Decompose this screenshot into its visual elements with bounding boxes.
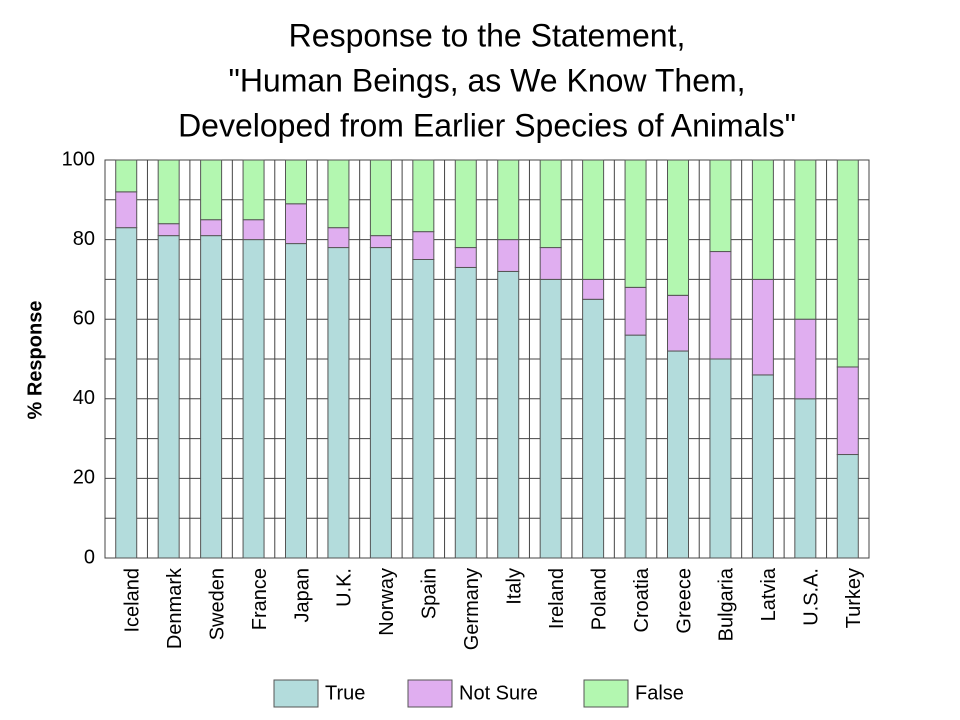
bar-segment (497, 239, 520, 272)
bar-segment (667, 159, 689, 296)
bar-segment (582, 298, 605, 559)
bar-segment (751, 278, 774, 376)
bar-segment (454, 266, 477, 559)
y-tick-label: 80 (73, 228, 95, 250)
bar-segment (624, 334, 647, 559)
bar-segment (794, 159, 817, 320)
x-tick-label: France (249, 568, 271, 630)
bar-segment (157, 235, 180, 559)
bar-segment (200, 159, 223, 221)
x-tick-label: Latvia (758, 567, 780, 621)
x-tick-label: Germany (461, 568, 483, 650)
chart-title: Developed from Earlier Species of Animal… (178, 107, 796, 143)
x-tick-label: Norway (376, 568, 398, 636)
x-tick-label: Iceland (122, 568, 144, 633)
bar-segment (115, 159, 138, 193)
x-tick-label: Sweden (206, 568, 228, 640)
bar-segment (454, 247, 477, 268)
legend-label: False (635, 682, 684, 704)
bar-segment (369, 247, 392, 559)
x-tick-label: Bulgaria (716, 567, 738, 641)
legend-swatch (273, 679, 319, 708)
bar-segment (709, 251, 732, 360)
bar-segment (412, 259, 435, 559)
bar-segment (667, 294, 689, 352)
bar-segment (327, 159, 350, 229)
bar-segment (539, 247, 562, 280)
x-tick-label: Spain (419, 568, 441, 619)
bar-segment (539, 278, 562, 559)
bar-segment (157, 223, 180, 237)
y-tick-label: 100 (62, 148, 95, 170)
x-tick-label: Italy (504, 568, 526, 605)
bar-segment (200, 235, 223, 559)
chart-title: Response to the Statement, (289, 17, 686, 53)
y-tick-label: 40 (73, 387, 95, 409)
bar-segment (751, 159, 774, 280)
bar-segment (497, 159, 520, 241)
legend-label: True (325, 682, 365, 704)
bar-segment (327, 227, 350, 249)
x-tick-label: Poland (588, 568, 610, 630)
x-tick-label: Japan (291, 568, 313, 623)
x-tick-label: Turkey (843, 568, 865, 628)
bar-segment (794, 398, 817, 559)
x-tick-label: U.K. (334, 568, 356, 607)
bar-segment (836, 454, 859, 559)
bar-segment (624, 159, 647, 288)
bar-segment (667, 350, 689, 559)
bar-segment (539, 159, 562, 249)
x-tick-label: U.S.A. (801, 568, 823, 626)
bar-segment (200, 219, 223, 237)
legend-swatch (407, 679, 453, 708)
bar-segment (157, 159, 180, 225)
bar-segment (412, 231, 435, 260)
bar-segment (751, 374, 774, 559)
bar-segment (412, 159, 435, 233)
y-tick-label: 60 (73, 307, 95, 329)
bar-segment (285, 243, 307, 559)
bar-segment (582, 159, 605, 280)
chart-title: "Human Beings, as We Know Them, (228, 62, 745, 98)
y-tick-label: 0 (84, 546, 95, 568)
bar-segment (327, 247, 350, 559)
bar-segment (369, 159, 392, 237)
bar-segment (454, 159, 477, 249)
y-tick-label: 20 (73, 467, 95, 489)
legend-label: Not Sure (459, 682, 538, 704)
bar-segment (369, 235, 392, 249)
bar-segment (115, 227, 138, 559)
bar-segment (242, 219, 265, 241)
bar-segment (836, 366, 859, 456)
y-axis-label: % Response (24, 301, 46, 420)
x-tick-label: Denmark (164, 567, 186, 649)
bar-segment (709, 159, 732, 253)
bar-segment (115, 191, 138, 229)
x-tick-label: Croatia (631, 567, 653, 632)
x-tick-label: Ireland (546, 568, 568, 629)
bar-segment (836, 159, 859, 368)
bar-segment (709, 358, 732, 559)
bar-segment (794, 318, 817, 400)
bar-segment (242, 159, 265, 221)
bar-segment (285, 203, 307, 245)
x-tick-label: Greece (673, 568, 695, 634)
bar-segment (242, 239, 265, 559)
legend-swatch (583, 679, 629, 708)
bar-segment (285, 159, 307, 205)
bar-segment (624, 286, 647, 336)
bar-segment (582, 278, 605, 300)
bar-segment (497, 270, 520, 559)
